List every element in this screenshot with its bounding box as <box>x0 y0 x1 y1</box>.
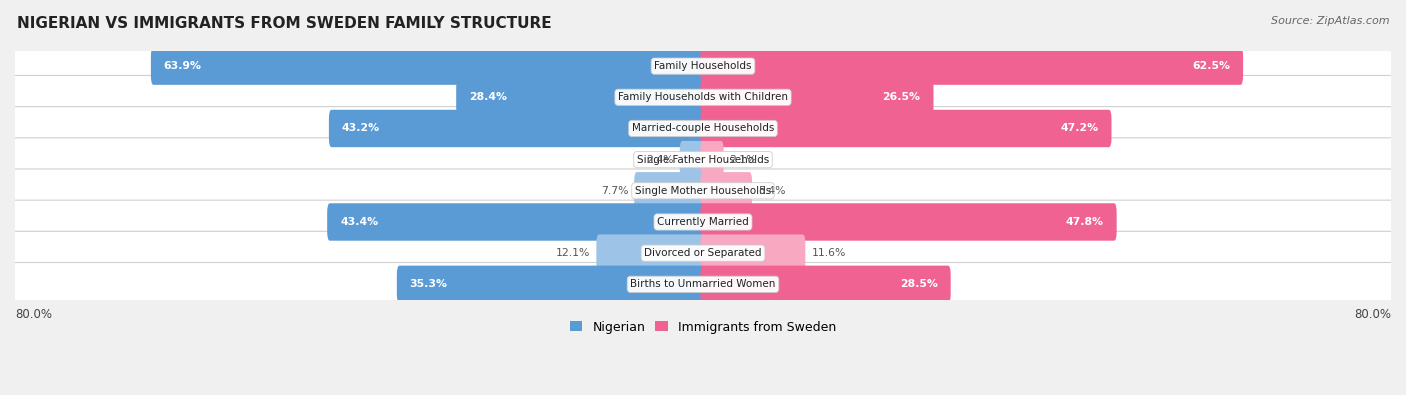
Text: 5.4%: 5.4% <box>758 186 786 196</box>
FancyBboxPatch shape <box>328 203 706 241</box>
Legend: Nigerian, Immigrants from Sweden: Nigerian, Immigrants from Sweden <box>565 316 841 339</box>
Text: Single Father Households: Single Father Households <box>637 154 769 165</box>
Text: 12.1%: 12.1% <box>555 248 591 258</box>
FancyBboxPatch shape <box>700 265 950 303</box>
Text: Family Households: Family Households <box>654 61 752 71</box>
Text: 2.1%: 2.1% <box>730 154 758 165</box>
FancyBboxPatch shape <box>8 107 1398 150</box>
FancyBboxPatch shape <box>700 47 1243 85</box>
Text: 47.2%: 47.2% <box>1060 124 1098 134</box>
FancyBboxPatch shape <box>700 203 1116 241</box>
Text: Currently Married: Currently Married <box>657 217 749 227</box>
FancyBboxPatch shape <box>700 172 752 209</box>
Text: 28.4%: 28.4% <box>470 92 508 102</box>
FancyBboxPatch shape <box>8 231 1398 275</box>
Text: 2.4%: 2.4% <box>647 154 673 165</box>
FancyBboxPatch shape <box>8 75 1398 119</box>
Text: 62.5%: 62.5% <box>1192 61 1230 71</box>
Text: 11.6%: 11.6% <box>811 248 846 258</box>
FancyBboxPatch shape <box>329 110 706 147</box>
FancyBboxPatch shape <box>396 265 706 303</box>
FancyBboxPatch shape <box>150 47 706 85</box>
Text: 47.8%: 47.8% <box>1066 217 1104 227</box>
FancyBboxPatch shape <box>700 235 806 272</box>
Text: Divorced or Separated: Divorced or Separated <box>644 248 762 258</box>
Text: Married-couple Households: Married-couple Households <box>631 124 775 134</box>
Text: Births to Unmarried Women: Births to Unmarried Women <box>630 279 776 289</box>
Text: 35.3%: 35.3% <box>409 279 447 289</box>
Text: 80.0%: 80.0% <box>15 308 52 321</box>
Text: 7.7%: 7.7% <box>600 186 628 196</box>
Text: Source: ZipAtlas.com: Source: ZipAtlas.com <box>1271 16 1389 26</box>
Text: 63.9%: 63.9% <box>163 61 202 71</box>
FancyBboxPatch shape <box>596 235 706 272</box>
FancyBboxPatch shape <box>700 79 934 116</box>
FancyBboxPatch shape <box>8 200 1398 244</box>
Text: Single Mother Households: Single Mother Households <box>636 186 770 196</box>
FancyBboxPatch shape <box>8 44 1398 88</box>
FancyBboxPatch shape <box>456 79 706 116</box>
Text: 80.0%: 80.0% <box>1354 308 1391 321</box>
Text: 43.2%: 43.2% <box>342 124 380 134</box>
FancyBboxPatch shape <box>679 141 706 179</box>
FancyBboxPatch shape <box>8 169 1398 213</box>
FancyBboxPatch shape <box>8 263 1398 306</box>
Text: 28.5%: 28.5% <box>900 279 938 289</box>
Text: 43.4%: 43.4% <box>340 217 378 227</box>
Text: NIGERIAN VS IMMIGRANTS FROM SWEDEN FAMILY STRUCTURE: NIGERIAN VS IMMIGRANTS FROM SWEDEN FAMIL… <box>17 16 551 31</box>
FancyBboxPatch shape <box>700 110 1112 147</box>
Text: 26.5%: 26.5% <box>883 92 921 102</box>
Text: Family Households with Children: Family Households with Children <box>619 92 787 102</box>
FancyBboxPatch shape <box>8 138 1398 181</box>
FancyBboxPatch shape <box>700 141 724 179</box>
FancyBboxPatch shape <box>634 172 706 209</box>
